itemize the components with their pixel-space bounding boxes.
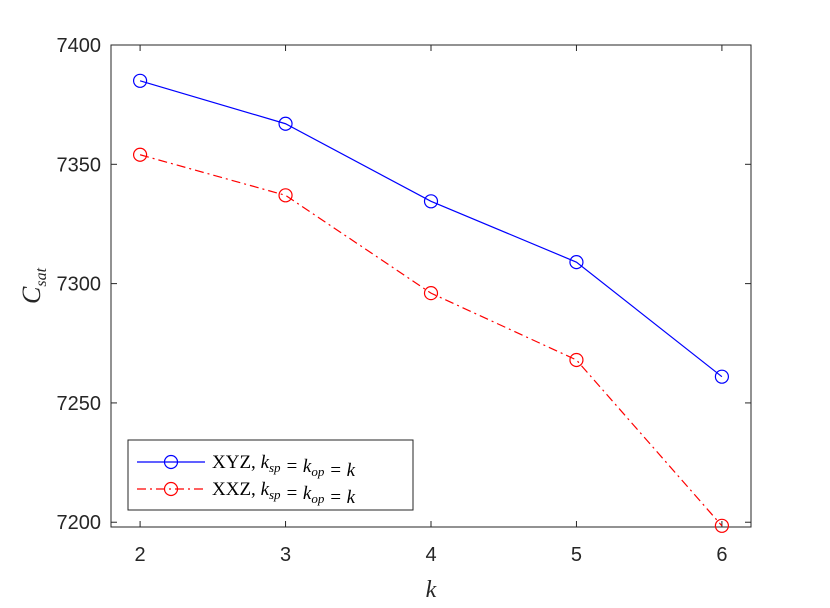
legend-label-1: XYZ, ksp = kop = k	[212, 452, 356, 481]
series-2-point	[569, 352, 584, 368]
series-line-2	[139, 154, 723, 527]
legend-label-subscript: op	[311, 491, 325, 506]
series-2-point	[278, 188, 293, 203]
series-2-point	[132, 147, 148, 162]
x-tick-label: 2	[135, 544, 146, 566]
legend-marker-2	[163, 481, 179, 497]
legend-label-math: =	[324, 460, 346, 481]
series-2-point	[714, 518, 730, 533]
series-line-1	[139, 80, 723, 378]
series-1-point	[569, 255, 584, 270]
legend-label-math: k	[261, 452, 270, 473]
y-axis-ticks: 7200 7250 7300 7350 7400	[57, 35, 751, 534]
legend-label-math: k	[347, 487, 356, 508]
y-tick-label: 7400	[57, 35, 102, 57]
legend-box	[127, 439, 414, 511]
legend-label-subscript: sp	[269, 460, 281, 475]
y-tick-label: 7350	[57, 154, 102, 176]
y-tick-label: 7300	[57, 274, 102, 296]
series-1-point	[132, 73, 148, 88]
legend-marker-1	[163, 454, 179, 470]
series-1-point	[714, 369, 730, 384]
series-layer	[132, 73, 730, 533]
legend-label-math: =	[281, 456, 303, 477]
legend-label-prefix: XXZ,	[212, 479, 261, 500]
legend-label-math: k	[261, 479, 270, 500]
series-1-point	[423, 194, 439, 209]
y-axis-label: Csat	[17, 267, 50, 304]
y-tick-label: 7250	[57, 393, 102, 415]
legend-label-math: =	[324, 487, 346, 508]
svg-text:Csat: Csat	[17, 267, 50, 304]
x-axis-label: k	[426, 577, 437, 603]
y-axis-label-sub: sat	[33, 267, 50, 286]
legend-label-2: XXZ, ksp = kop = k	[212, 479, 356, 508]
series-1-point	[278, 116, 293, 131]
x-tick-label: 3	[280, 544, 291, 566]
y-tick-label: 7200	[57, 512, 102, 534]
x-tick-label: 4	[425, 544, 436, 566]
x-tick-label: 5	[571, 544, 582, 566]
x-tick-label: 6	[716, 544, 727, 566]
legend-label-math: k	[347, 460, 356, 481]
legend-label-subscript: op	[311, 464, 325, 479]
legend-label-math: =	[281, 483, 303, 504]
legend-label-subscript: sp	[269, 487, 281, 502]
legend-label-prefix: XYZ,	[212, 452, 261, 473]
x-axis-ticks: 2 3 4 5 6	[135, 45, 727, 566]
legend-label-math: k	[303, 483, 312, 504]
series-2-point	[423, 286, 439, 301]
legend-label-math: k	[303, 456, 312, 477]
y-axis-label-main: C	[17, 286, 46, 304]
